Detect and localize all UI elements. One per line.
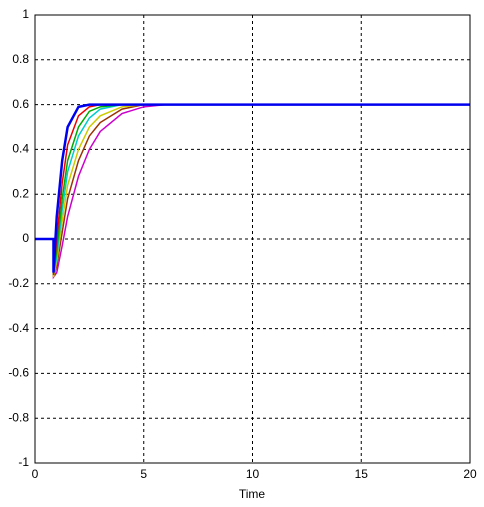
y-tick-label: -0.4 — [8, 321, 29, 335]
series-line — [35, 103, 470, 273]
y-tick-label: -0.6 — [8, 366, 29, 380]
x-tick-label: 15 — [355, 467, 369, 481]
plot-frame — [34, 14, 471, 464]
y-tick-label: -0.8 — [8, 410, 29, 424]
x-tick-label: 10 — [246, 467, 260, 481]
y-tick-label: 0 — [22, 231, 29, 245]
y-tick-label: -1 — [18, 455, 29, 469]
y-tick-label: 1 — [22, 7, 29, 21]
x-axis-label: Time — [239, 487, 266, 501]
y-tick-label: 0.2 — [12, 186, 29, 200]
x-tick-label: 5 — [140, 467, 147, 481]
y-tick-label: 0.6 — [12, 97, 29, 111]
y-tick-label: 0.4 — [12, 142, 29, 156]
y-tick-label: -0.2 — [8, 276, 29, 290]
x-tick-label: 20 — [463, 467, 477, 481]
x-tick-label: 0 — [32, 467, 39, 481]
y-tick-label: 0.8 — [12, 52, 29, 66]
